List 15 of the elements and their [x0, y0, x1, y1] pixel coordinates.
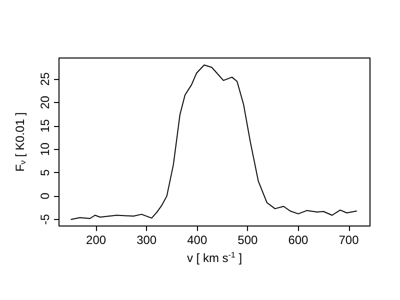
- y-tick-label: 0: [38, 192, 52, 200]
- x-tick-label: 700: [338, 233, 360, 247]
- y-tick-label: 20: [38, 95, 52, 110]
- line-series: [70, 64, 358, 220]
- y-tick-label: 5: [38, 168, 52, 176]
- x-tick-label: 500: [238, 233, 258, 247]
- x-tick-label: 600: [288, 233, 309, 247]
- y-tick-label: 25: [38, 72, 52, 86]
- x-tick-label: 400: [187, 233, 208, 247]
- x-tick-label: 200: [86, 233, 106, 247]
- x-tick-label: 300: [136, 233, 157, 247]
- y-tick-label: 10: [38, 142, 52, 156]
- y-tick-label: 15: [38, 118, 52, 133]
- y-axis-title: Fν [ K0.01 ]: [13, 112, 28, 172]
- y-tick-label: -5: [38, 214, 52, 225]
